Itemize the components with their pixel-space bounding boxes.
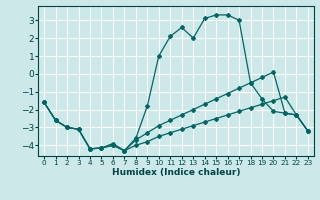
X-axis label: Humidex (Indice chaleur): Humidex (Indice chaleur)	[112, 168, 240, 177]
